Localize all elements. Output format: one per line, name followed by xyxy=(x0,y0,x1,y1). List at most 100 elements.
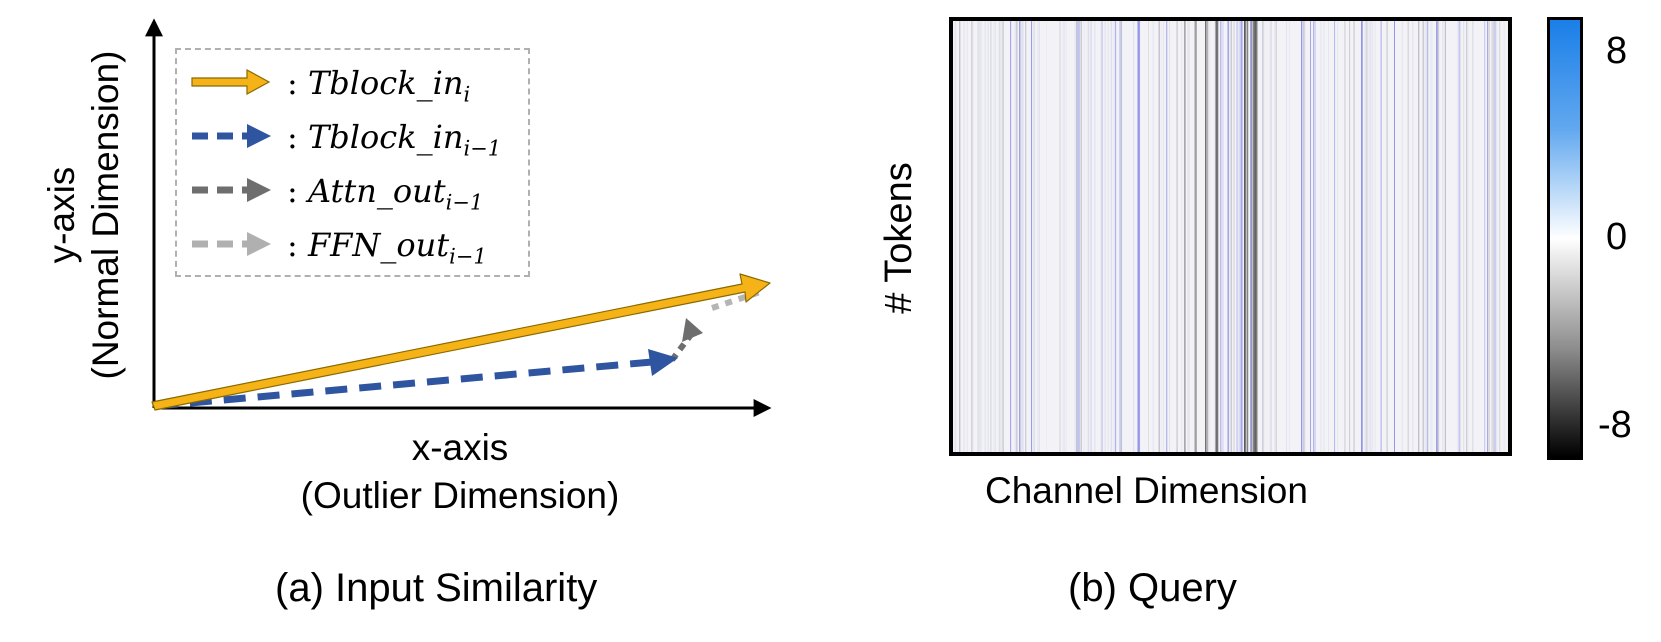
legend-label: : Tblock_ini−1 xyxy=(287,118,502,161)
legend-swatch-solid xyxy=(191,68,271,96)
caption-a: (a) Input Similarity xyxy=(275,566,598,610)
heatmap-channel-stripe xyxy=(1020,21,1022,452)
heatmap-channel-stripe xyxy=(1371,21,1374,452)
heatmap-channel-stripe xyxy=(1229,21,1230,452)
heatmap-channel-stripe xyxy=(995,21,997,452)
heatmap-channel-stripe xyxy=(1253,21,1255,452)
heatmap-channel-stripe xyxy=(1289,21,1290,452)
heatmap-channel-stripe xyxy=(1488,21,1490,452)
heatmap-channel-stripe xyxy=(1115,21,1117,452)
legend-swatch-dashed-lightgray xyxy=(192,232,271,256)
heatmap-channel-stripe xyxy=(1208,21,1210,452)
heatmap-channel-stripe xyxy=(1227,21,1229,452)
heatmap-channel-stripe xyxy=(1353,21,1355,452)
heatmap-channel-stripe xyxy=(1181,21,1183,452)
heatmap-channel-stripe xyxy=(1091,21,1093,452)
heatmap-channel-stripe xyxy=(1220,21,1222,452)
heatmap-channel-stripe xyxy=(972,21,974,452)
heatmap-channel-stripe xyxy=(1412,21,1414,452)
heatmap-channel-stripe xyxy=(1274,21,1276,452)
heatmap-channel-stripe xyxy=(1380,21,1382,452)
heatmap-channel-stripe xyxy=(1407,21,1409,452)
heatmap-channel-stripe xyxy=(1437,21,1440,452)
heatmap-channel-stripe xyxy=(1088,21,1089,452)
heatmap-channel-stripe xyxy=(1077,21,1079,452)
heatmap-channel-stripe xyxy=(1367,21,1368,452)
heatmap-channel-stripe xyxy=(1365,21,1368,452)
heatmap-channel-stripe xyxy=(1080,21,1082,452)
heatmap-channel-stripe xyxy=(1094,21,1096,452)
heatmap-channel-stripe xyxy=(1002,21,1004,452)
heatmap-channel-stripe xyxy=(1301,21,1302,452)
heatmap-channel-stripe xyxy=(1487,21,1489,452)
legend-item-tblock-in-prev: : Tblock_ini−1 xyxy=(177,116,527,160)
heatmap-channel-stripe xyxy=(1100,21,1102,452)
heatmap-channel-stripe xyxy=(1152,21,1155,452)
heatmap-channel-stripe xyxy=(1214,21,1215,452)
heatmap-channel-stripe xyxy=(999,21,1001,452)
heatmap-channel-stripe xyxy=(1250,21,1252,452)
heatmap-channel-stripe xyxy=(1323,21,1325,452)
heatmap-channel-stripe xyxy=(1436,21,1438,452)
heatmap-channel-stripe xyxy=(1466,21,1468,452)
heatmap-channel-stripe xyxy=(1062,21,1064,452)
tblock-in-prev-vector xyxy=(155,358,653,410)
heatmap-channel-stripe xyxy=(1139,21,1141,452)
heatmap-channel-stripe xyxy=(1442,21,1444,452)
heatmap-channel-stripe xyxy=(1310,21,1311,452)
heatmap-channel-stripe xyxy=(1386,21,1388,452)
heatmap-channel-stripe xyxy=(1244,21,1246,452)
heatmap-channel-stripe xyxy=(1169,21,1171,452)
heatmap-channel-stripe xyxy=(980,21,982,452)
y-axis-label: y-axis (Normal Dimension) xyxy=(40,40,128,390)
heatmap-x-label: Channel Dimension xyxy=(985,470,1308,511)
heatmap-channel-stripe xyxy=(993,21,995,452)
heatmap-channel-stripe xyxy=(1349,21,1351,452)
heatmap-channel-stripe xyxy=(1445,21,1447,452)
heatmap-channel-stripe xyxy=(1460,21,1462,452)
heatmap-channel-stripe xyxy=(1275,21,1277,452)
heatmap-channel-stripe xyxy=(1496,21,1498,452)
heatmap-channel-stripe xyxy=(1038,21,1041,452)
heatmap-channel-stripe xyxy=(1467,21,1470,452)
legend-label: : FFN_outi−1 xyxy=(287,226,487,269)
heatmap-channel-stripe xyxy=(1176,21,1178,452)
heatmap-channel-stripe xyxy=(1236,21,1238,452)
heatmap-channel-stripe xyxy=(1484,21,1486,452)
heatmap-channel-stripe xyxy=(1001,21,1003,452)
colorbar-tick-mid: 0 xyxy=(1606,216,1628,258)
legend-item-ffn-out: : FFN_outi−1 xyxy=(177,224,527,268)
heatmap-channel-stripe xyxy=(1320,21,1322,452)
heatmap-channel-stripe xyxy=(1328,21,1329,452)
heatmap-channel-stripe xyxy=(1364,21,1365,452)
heatmap-channel-stripe xyxy=(1187,21,1189,452)
heatmap-channel-stripe xyxy=(1037,21,1038,452)
heatmap-channel-stripe xyxy=(1494,21,1496,452)
heatmap-channel-stripe xyxy=(1137,21,1139,452)
heatmap-channel-stripe xyxy=(1256,21,1258,452)
heatmap-channel-stripe xyxy=(1238,21,1240,452)
heatmap-channel-stripe xyxy=(1089,21,1092,452)
heatmap-channel-stripe xyxy=(1223,21,1224,452)
heatmap-channel-stripe xyxy=(1241,21,1243,452)
heatmap-channel-stripe xyxy=(1368,21,1370,452)
heatmap-channel-stripe xyxy=(1110,21,1113,452)
x-axis-label-line2: (Outlier Dimension) xyxy=(300,475,620,516)
heatmap-channel-stripe xyxy=(1031,21,1032,452)
heatmap-channel-stripe xyxy=(1499,21,1501,452)
colorbar xyxy=(1547,17,1583,460)
heatmap-channel-stripe xyxy=(1394,21,1395,452)
heatmap-channel-stripe xyxy=(1119,21,1121,452)
heatmap-channel-stripe xyxy=(977,21,979,452)
panel-input-similarity: : Tblock_ini : Tblock_ini−1 : Attn_outi−… xyxy=(40,18,772,610)
heatmap-channel-stripe xyxy=(1113,21,1115,452)
heatmap-channel-stripe xyxy=(1101,21,1103,452)
colorbar-tick-high: 8 xyxy=(1606,30,1628,72)
heatmap-channel-stripe xyxy=(1251,21,1253,452)
heatmap-channel-stripe xyxy=(954,21,957,452)
heatmap-channel-stripe xyxy=(1370,21,1372,452)
heatmap-channel-stripe xyxy=(1230,21,1233,452)
heatmap-channel-stripe xyxy=(1046,21,1048,452)
legend-label: : Attn_outi−1 xyxy=(287,172,484,215)
vector-diagram xyxy=(145,18,772,417)
